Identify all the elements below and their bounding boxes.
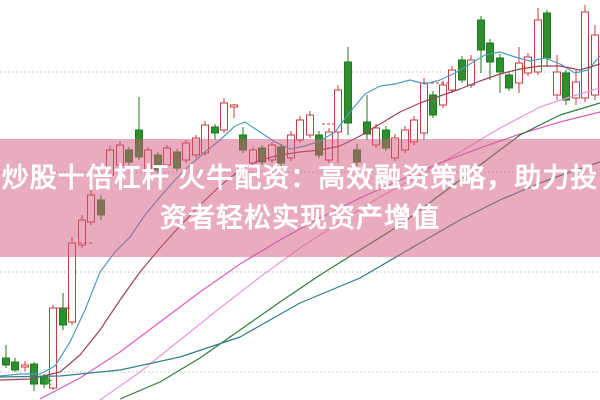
candle-up bbox=[306, 114, 314, 136]
candle-down bbox=[477, 19, 485, 51]
candle-down bbox=[59, 307, 67, 326]
candle-down bbox=[363, 121, 371, 135]
candle-up bbox=[534, 19, 542, 73]
candle-down bbox=[505, 74, 513, 89]
candle-down bbox=[562, 72, 570, 101]
candle-up bbox=[448, 69, 456, 91]
promo-banner: 炒股十倍杠杆 火牛配资：高效融资策略，助力投 资者轻松实现资产增值 bbox=[0, 139, 600, 257]
candle-up bbox=[515, 62, 523, 84]
candle-up bbox=[296, 119, 304, 141]
candle-down bbox=[344, 61, 352, 124]
candle-down bbox=[2, 357, 10, 366]
candle-down bbox=[458, 59, 466, 81]
candle-up bbox=[572, 81, 580, 99]
candle-down bbox=[486, 42, 494, 63]
candle-up bbox=[420, 82, 428, 134]
candle-up bbox=[581, 11, 589, 99]
candle-up bbox=[524, 56, 532, 74]
candle-up bbox=[553, 71, 561, 96]
candle-up bbox=[334, 89, 342, 133]
candle-up bbox=[230, 104, 238, 108]
candle-down bbox=[543, 12, 551, 59]
candle-down bbox=[429, 94, 437, 116]
candle-up bbox=[21, 364, 29, 368]
banner-headline-line1: 炒股十倍杠杆 火牛配资：高效融资策略，助力投 bbox=[1, 163, 599, 193]
candle-up bbox=[49, 307, 57, 389]
candle-down bbox=[496, 57, 504, 73]
candle-up bbox=[220, 102, 228, 131]
candle-down bbox=[11, 361, 19, 371]
candle-down bbox=[211, 126, 219, 134]
signal-star-icon: ★ bbox=[42, 374, 54, 389]
banner-headline-line2: 资者轻松实现资产增值 bbox=[160, 203, 440, 233]
